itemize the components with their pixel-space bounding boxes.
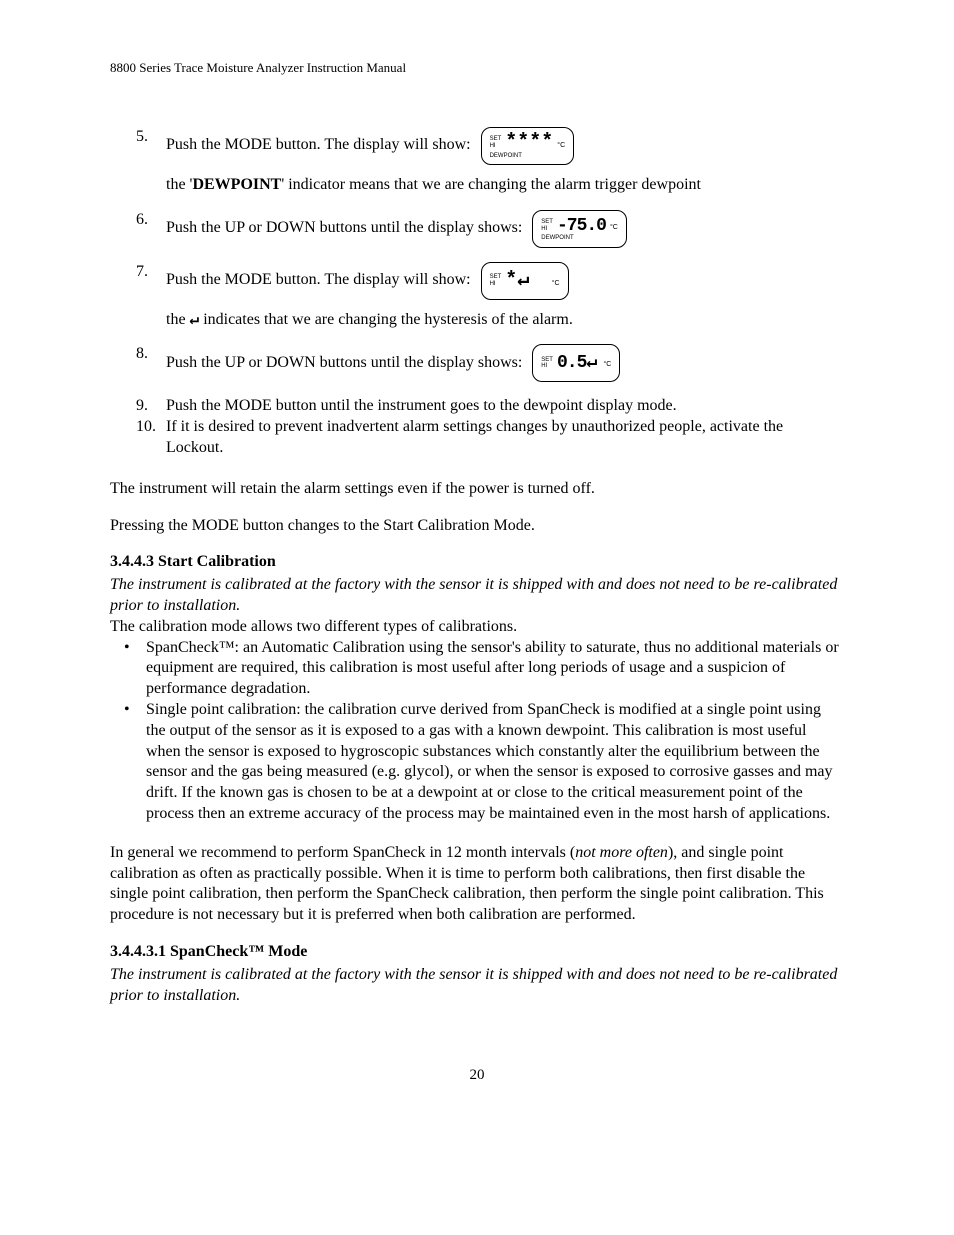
lcd-display: SET HI -75.0 °C DEWPOINT: [532, 210, 627, 248]
step-text: Push the MODE button. The display will s…: [166, 270, 471, 291]
section-intro: The calibration mode allows two differen…: [110, 617, 844, 638]
step-number: 9.: [136, 396, 148, 417]
step-text: If it is desired to prevent inadvertent …: [166, 418, 783, 456]
step-10: 10. If it is desired to prevent inadvert…: [110, 417, 844, 459]
lcd-set-label: SET: [541, 219, 553, 226]
step-6: 6. Push the UP or DOWN buttons until the…: [110, 210, 844, 248]
step-8: 8. Push the UP or DOWN buttons until the…: [110, 344, 844, 382]
paragraph-mode: Pressing the MODE button changes to the …: [110, 516, 844, 537]
step-number: 10.: [136, 417, 156, 438]
step-after-text: the 'DEWPOINT' indicator means that we a…: [166, 175, 844, 196]
step-text: Push the UP or DOWN buttons until the di…: [166, 353, 522, 374]
instruction-steps: 5. Push the MODE button. The display wil…: [110, 127, 844, 459]
lcd-main-value: -75.0: [557, 217, 606, 235]
bullet-single-point: Single point calibration: the calibratio…: [110, 700, 844, 825]
section-italic-note: The instrument is calibrated at the fact…: [110, 575, 844, 617]
lcd-bottom-label: DEWPOINT: [541, 235, 618, 241]
page-header: 8800 Series Trace Moisture Analyzer Inst…: [110, 60, 844, 77]
step-5: 5. Push the MODE button. The display wil…: [110, 127, 844, 196]
lcd-bottom-label: DEWPOINT: [490, 153, 566, 159]
lcd-hi-label: HI: [490, 281, 502, 288]
section-heading-spancheck-mode: 3.4.4.3.1 SpanCheck™ Mode: [110, 942, 844, 963]
lcd-hi-label: HI: [541, 226, 553, 233]
step-number: 5.: [136, 127, 148, 148]
section-italic-note-2: The instrument is calibrated at the fact…: [110, 965, 844, 1007]
step-text: Push the MODE button. The display will s…: [166, 135, 471, 156]
step-9: 9. Push the MODE button until the instru…: [110, 396, 844, 417]
paragraph-retain: The instrument will retain the alarm set…: [110, 479, 844, 500]
step-7: 7. Push the MODE button. The display wil…: [110, 262, 844, 331]
lcd-unit: °C: [610, 224, 618, 231]
lcd-set-label: SET: [490, 136, 502, 143]
step-number: 7.: [136, 262, 148, 283]
step-number: 8.: [136, 344, 148, 365]
lcd-display: SET HI **** °C DEWPOINT: [481, 127, 575, 165]
lcd-main-value: ****: [505, 133, 553, 153]
lcd-main-value: 0.5↵: [557, 354, 599, 372]
lcd-unit: °C: [557, 142, 565, 149]
lcd-set-label: SET: [541, 357, 553, 364]
lcd-display: SET HI *↵ °C: [481, 262, 569, 300]
calibration-bullets: SpanCheck™: an Automatic Calibration usi…: [110, 638, 844, 825]
lcd-hi-label: HI: [490, 143, 502, 150]
page-number: 20: [110, 1066, 844, 1086]
step-text: Push the UP or DOWN buttons until the di…: [166, 218, 522, 239]
section-heading-start-calibration: 3.4.4.3 Start Calibration: [110, 552, 844, 573]
step-number: 6.: [136, 210, 148, 231]
lcd-hi-label: HI: [541, 363, 553, 370]
bullet-spancheck: SpanCheck™: an Automatic Calibration usi…: [110, 638, 844, 700]
step-text: Push the MODE button until the instrumen…: [166, 397, 677, 414]
lcd-display: SET HI 0.5↵ °C: [532, 344, 620, 382]
lcd-set-label: SET: [490, 274, 502, 281]
paragraph-recommendation: In general we recommend to perform SpanC…: [110, 843, 844, 926]
lcd-unit: °C: [552, 280, 560, 287]
lcd-unit: °C: [603, 361, 611, 368]
step-after-text: the ↵ indicates that we are changing the…: [166, 310, 844, 331]
lcd-main-value: *↵: [505, 271, 547, 291]
